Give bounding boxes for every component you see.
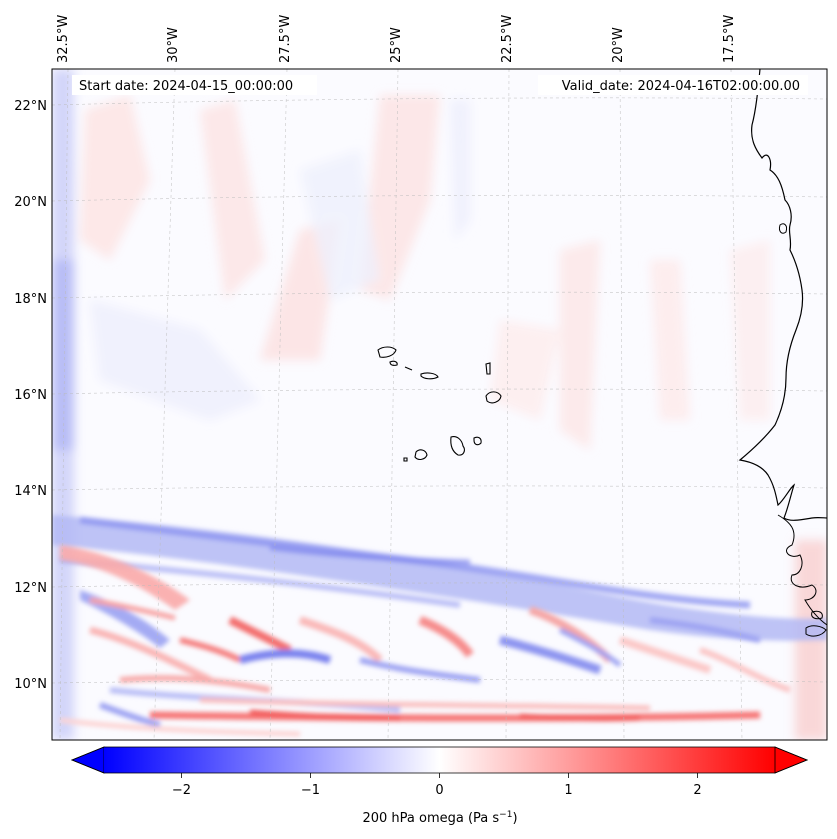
colorbar-label-close: ) [512,811,517,826]
colorbar-outline [70,746,809,774]
colorbar-gradient [104,747,775,773]
lon-label: 27.5°W [278,15,293,63]
lat-label: 22°N [14,99,47,114]
colorbar-label-main: 200 hPa omega (Pa s [362,811,499,826]
colorbar-tick-label: 1 [564,783,572,798]
longitude-labels: 32.5°W 30°W 27.5°W 25°W 22.5°W 20°W 17.5… [56,15,737,63]
lat-label: 10°N [14,677,47,692]
colorbar-tick-label: 0 [435,783,443,798]
colorbar-label: 200 hPa omega (Pa s−1) [362,810,517,826]
colorbar: −2 −1 0 1 2 200 hPa omega (Pa s−1) [70,746,809,826]
colorbar-arrow-left [70,746,105,774]
latitude-labels: 22°N 20°N 18°N 16°N 14°N 12°N 10°N [14,99,47,692]
colorbar-tick-label: 2 [693,783,701,798]
lon-label: 17.5°W [722,15,737,63]
lon-label: 25°W [389,27,404,63]
cape-verde-islands [377,346,502,462]
lat-label: 20°N [14,195,47,210]
start-date-label: Start date: 2024-04-15_00:00:00 [79,79,293,94]
lat-label: 18°N [14,292,47,307]
lon-label: 22.5°W [500,15,515,63]
colorbar-arrow-right [774,746,809,774]
colorbar-tick-label: −1 [301,783,320,798]
lat-label: 12°N [14,581,47,596]
lat-label: 14°N [14,484,47,499]
graticule [52,69,827,740]
colorbar-tick-label: −2 [172,783,191,798]
valid-date-label: Valid_date: 2024-04-16T02:00:00.00 [562,79,800,94]
lat-label: 16°N [14,388,47,403]
colorbar-label-superscript: −1 [499,810,512,820]
map-frame [51,68,828,741]
lon-label: 32.5°W [56,15,71,63]
africa-coastline [738,69,827,521]
colorbar-ticks: −2 −1 0 1 2 [172,773,702,798]
omega-field [52,69,827,740]
lon-label: 20°W [611,27,626,63]
lon-label: 30°W [166,27,181,63]
